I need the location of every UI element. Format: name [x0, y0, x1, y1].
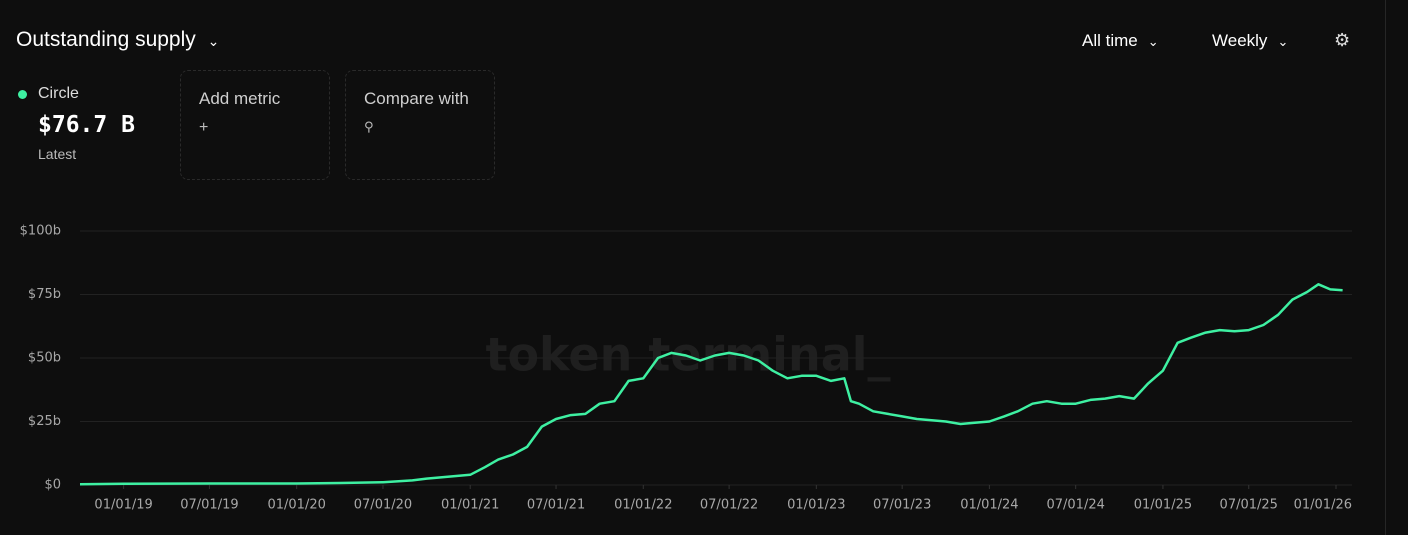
y-tick-label: $25b — [28, 414, 61, 429]
x-tick-label: 01/01/26 — [1294, 498, 1352, 513]
range-label: All time — [1082, 31, 1138, 50]
interval-label: Weekly — [1212, 31, 1268, 50]
compare-button[interactable]: Compare with ⚲ — [345, 70, 495, 180]
x-tick-label: 01/01/24 — [960, 498, 1018, 513]
legend-label: Circle — [38, 85, 79, 102]
legend-swatch — [18, 90, 27, 99]
range-selector[interactable]: All time ⌄ — [1082, 31, 1159, 50]
series-line — [79, 283, 1343, 486]
x-tick-label: 01/01/20 — [267, 498, 325, 513]
x-tick-label: 01/01/23 — [787, 498, 845, 513]
card-border — [1385, 0, 1386, 535]
latest-value: $76.7 B — [38, 112, 135, 138]
x-tick-label: 07/01/20 — [354, 498, 412, 513]
latest-label: Latest — [38, 146, 77, 162]
add-metric-button[interactable]: Add metric + — [180, 70, 330, 180]
watermark: token terminal_ — [485, 328, 890, 382]
x-tick-label: 07/01/23 — [873, 498, 931, 513]
x-tick-label: 07/01/24 — [1046, 498, 1104, 513]
y-tick-label: $50b — [28, 351, 61, 366]
y-tick-label: $75b — [28, 287, 61, 302]
y-tick-label: $100b — [20, 224, 61, 239]
x-tick-label: 07/01/25 — [1220, 498, 1278, 513]
x-tick-label: 07/01/19 — [180, 498, 238, 513]
add-metric-label: Add metric — [199, 89, 281, 108]
x-tick-label: 01/01/25 — [1134, 498, 1192, 513]
x-tick-label: 07/01/21 — [527, 498, 585, 513]
interval-selector[interactable]: Weekly ⌄ — [1212, 31, 1289, 50]
x-tick-label: 07/01/22 — [700, 498, 758, 513]
x-tick-label: 01/01/19 — [94, 498, 152, 513]
x-tick-label: 01/01/22 — [614, 498, 672, 513]
x-tick-label: 01/01/21 — [441, 498, 499, 513]
y-tick-label: $0 — [44, 478, 61, 493]
title: Outstanding supply — [16, 28, 196, 51]
metric-selector[interactable]: Outstanding supply ⌄ — [16, 28, 220, 51]
compare-label: Compare with — [364, 89, 469, 108]
settings-button[interactable]: ⚙ — [1334, 30, 1351, 50]
